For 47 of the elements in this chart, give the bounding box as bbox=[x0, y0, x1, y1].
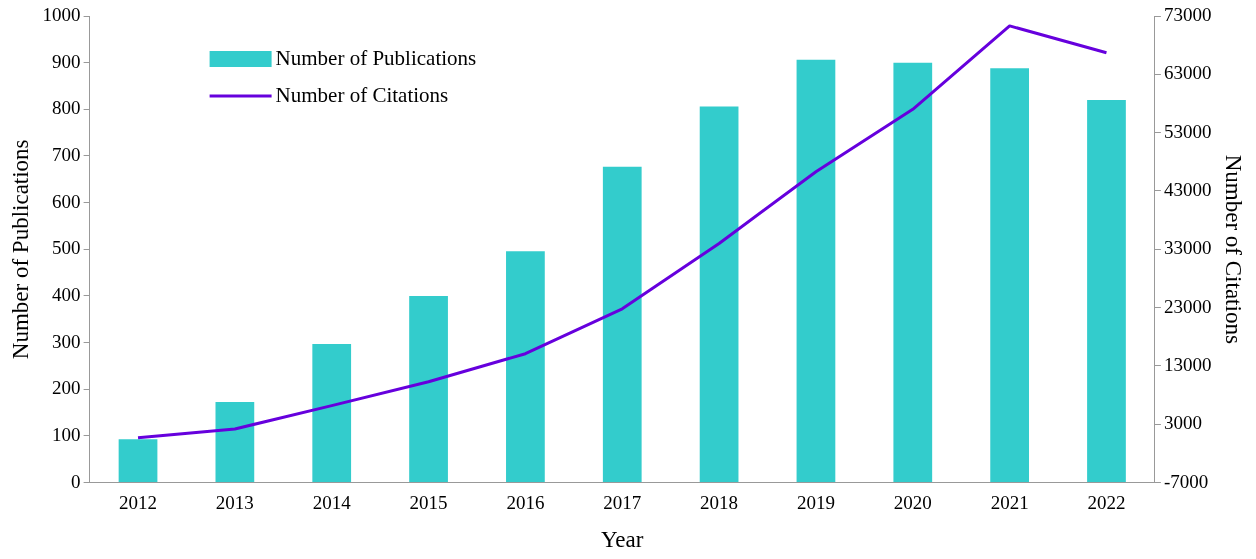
y-tick-label: 500 bbox=[52, 237, 81, 259]
bar bbox=[409, 295, 448, 483]
y2-tick-label: 3000 bbox=[1163, 412, 1202, 434]
y-tick-label: 800 bbox=[52, 97, 81, 119]
x-tick-label: 2013 bbox=[215, 491, 254, 513]
y-tick-label: 0 bbox=[71, 470, 81, 492]
legend-label: Number of Citations bbox=[275, 82, 449, 107]
y2-tick-label: 13000 bbox=[1163, 353, 1212, 375]
bar bbox=[118, 439, 158, 483]
bar bbox=[506, 251, 545, 483]
x-tick-label: 2022 bbox=[1087, 491, 1126, 513]
y-axis-title: Number of Publications bbox=[7, 139, 33, 360]
y2-tick-label: 23000 bbox=[1163, 295, 1212, 317]
x-axis-title: Year bbox=[601, 527, 644, 553]
y-tick-label: 100 bbox=[52, 423, 81, 445]
y2-tick-label: -7000 bbox=[1163, 470, 1209, 492]
y-tick-label: 900 bbox=[52, 50, 81, 72]
x-tick-label: 2015 bbox=[409, 491, 448, 513]
y2-tick-label: 43000 bbox=[1163, 178, 1212, 200]
bar bbox=[796, 59, 836, 483]
y-tick-label: 1000 bbox=[42, 3, 81, 25]
x-tick-label: 2012 bbox=[119, 491, 158, 513]
y2-tick-label: 33000 bbox=[1163, 237, 1212, 259]
y-tick-label: 200 bbox=[52, 377, 81, 399]
bar bbox=[990, 68, 1029, 483]
y-tick-label: 600 bbox=[52, 190, 81, 212]
x-tick-label: 2020 bbox=[893, 491, 932, 513]
x-tick-label: 2017 bbox=[603, 491, 642, 513]
bar bbox=[699, 106, 739, 483]
bar bbox=[215, 401, 255, 483]
x-tick-label: 2021 bbox=[990, 491, 1029, 513]
bar bbox=[893, 62, 933, 483]
bar bbox=[312, 344, 352, 483]
bar bbox=[1087, 99, 1126, 483]
y2-tick-label: 63000 bbox=[1163, 62, 1212, 84]
y2-tick-label: 73000 bbox=[1163, 3, 1212, 25]
y2-tick-label: 53000 bbox=[1163, 120, 1212, 142]
x-tick-label: 2019 bbox=[796, 491, 835, 513]
y-tick-label: 300 bbox=[52, 330, 81, 352]
x-tick-label: 2014 bbox=[312, 491, 352, 513]
y2-axis-title: Number of Citations bbox=[1221, 154, 1247, 344]
x-tick-label: 2016 bbox=[506, 491, 545, 513]
x-tick-label: 2018 bbox=[700, 491, 739, 513]
y-tick-label: 700 bbox=[52, 143, 81, 165]
y-tick-label: 400 bbox=[52, 283, 81, 305]
legend-label: Number of Publications bbox=[275, 45, 477, 70]
bar bbox=[602, 166, 642, 483]
